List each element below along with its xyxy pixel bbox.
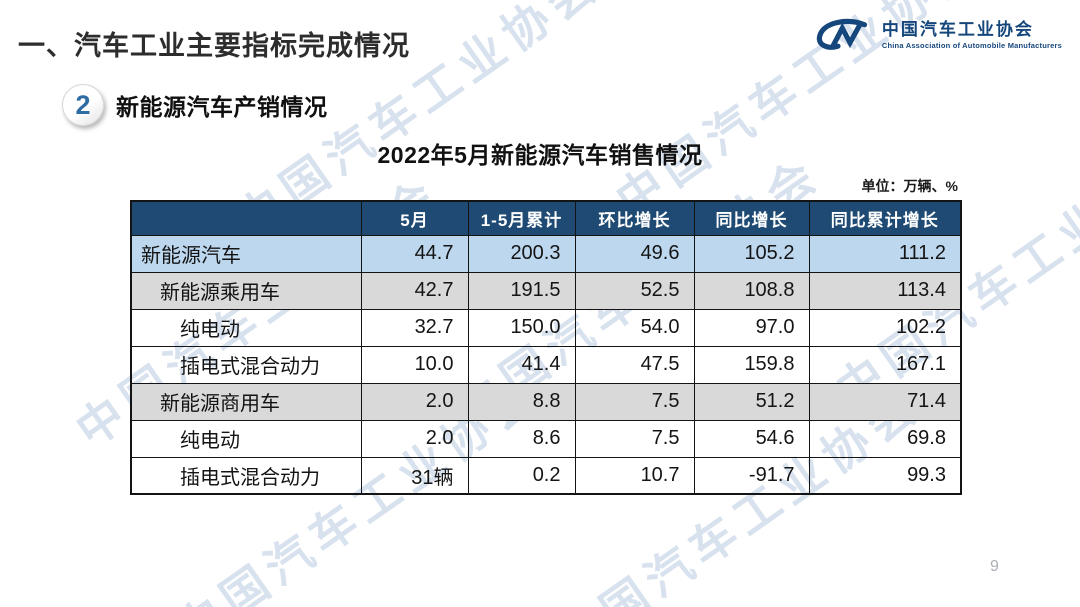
cell-value: 54.0 [574,308,695,347]
cell-value: 113.4 [808,271,962,310]
cm-logo-icon [814,16,874,54]
cell-value: 200.3 [467,234,576,273]
cell-value: 7.5 [574,419,695,458]
cell-value: 105.2 [693,234,810,273]
cell-value: 41.4 [467,345,576,384]
cell-value: 69.8 [808,419,962,458]
section-title: 新能源汽车产销情况 [116,94,328,120]
org-name: 中国汽车工业协会 China Association of Automobile… [882,20,1062,51]
cell-value: 8.8 [467,382,576,421]
row-label: 插电式混合动力 [130,345,362,384]
column-header: 环比增长 [574,200,695,236]
column-header: 同比增长 [693,200,810,236]
table-row: 纯电动 2.0 8.6 7.5 54.6 69.8 [130,419,962,458]
cell-value: 10.0 [360,345,469,384]
row-label: 新能源汽车 [130,234,362,273]
row-label: 纯电动 [130,419,362,458]
nev-sales-table: 5月 1-5月累计 环比增长 同比增长 同比累计增长 新能源汽车 44.7 200.3 49.… [130,200,962,495]
cell-value: 71.4 [808,382,962,421]
table-row: 新能源汽车 44.7 200.3 49.6 105.2 111.2 [130,234,962,273]
unit-note: 单位：万辆、% [861,178,958,194]
table-title: 2022年5月新能源汽车销售情况 [377,142,703,168]
cell-value: 52.5 [574,271,695,310]
row-label: 新能源乘用车 [130,271,362,310]
org-name-cn: 中国汽车工业协会 [881,19,1034,39]
cell-value: 167.1 [808,345,962,384]
cell-value: 51.2 [693,382,810,421]
cell-value: 44.7 [360,234,469,273]
column-header: 同比累计增长 [808,200,962,236]
cell-value: 108.8 [693,271,810,310]
cell-value: 10.7 [574,456,695,495]
page-title: 一、汽车工业主要指标完成情况 [18,31,410,61]
cell-value: 7.5 [574,382,695,421]
column-header: 1-5月累计 [467,200,576,236]
row-label: 纯电动 [130,308,362,347]
cell-value: 31辆 [360,456,469,495]
cell-value: 8.6 [467,419,576,458]
section-heading: 2 新能源汽车产销情况 [62,84,328,126]
cell-value: 2.0 [360,382,469,421]
row-label: 插电式混合动力 [130,456,362,495]
section-number: 2 [75,89,91,120]
org-logo: 中国汽车工业协会 China Association of Automobile… [814,16,1062,54]
column-header [130,200,362,236]
row-label: 新能源商用车 [130,382,362,421]
cell-value: 99.3 [808,456,962,495]
column-header: 5月 [360,200,469,236]
table-row: 纯电动 32.7 150.0 54.0 97.0 102.2 [130,308,962,347]
cell-value: 47.5 [574,345,695,384]
cell-value: 49.6 [574,234,695,273]
org-name-en: China Association of Automobile Manufact… [881,41,1062,51]
table-row: 新能源乘用车 42.7 191.5 52.5 108.8 113.4 [130,271,962,310]
table-row: 新能源商用车 2.0 8.8 7.5 51.2 71.4 [130,382,962,421]
cell-value: 2.0 [360,419,469,458]
cell-value: 32.7 [360,308,469,347]
cell-value: 159.8 [693,345,810,384]
cell-value: 97.0 [693,308,810,347]
cell-value: 111.2 [808,234,962,273]
cell-value: 191.5 [467,271,576,310]
table-header-row: 5月 1-5月累计 环比增长 同比增长 同比累计增长 [130,200,962,236]
cell-value: 102.2 [808,308,962,347]
table-row: 插电式混合动力 10.0 41.4 47.5 159.8 167.1 [130,345,962,384]
cell-value: 54.6 [693,419,810,458]
cell-value: 150.0 [467,308,576,347]
table-row: 插电式混合动力 31辆 0.2 10.7 -91.7 99.3 [130,456,962,495]
cell-value: -91.7 [693,456,810,495]
section-number-badge: 2 [62,84,104,126]
cell-value: 0.2 [467,456,576,495]
cell-value: 42.7 [360,271,469,310]
page-number: 9 [990,558,999,575]
